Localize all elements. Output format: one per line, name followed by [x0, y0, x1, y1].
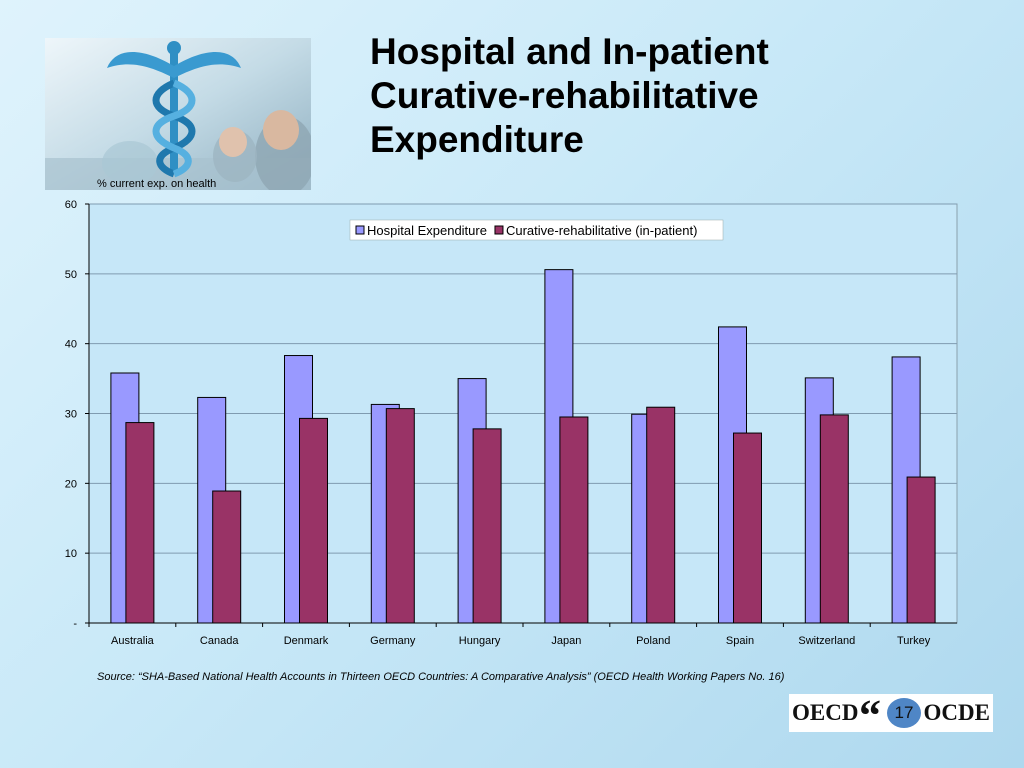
legend-box — [349, 219, 724, 241]
x-tick-label: Denmark — [284, 635, 329, 647]
bar-curative-hungary — [472, 428, 502, 624]
y-tick-label: 30 — [65, 409, 77, 421]
x-tick-label: Germany — [370, 635, 416, 647]
bar-curative-australia — [125, 422, 155, 624]
x-tick-label: Poland — [636, 635, 670, 647]
x-tick-label: Switzerland — [798, 635, 855, 647]
y-tick-label: - — [73, 618, 77, 630]
title-line-2: Curative-rehabilitative — [370, 75, 759, 116]
bar-curative-denmark — [299, 417, 328, 624]
title-line-1: Hospital and In-patient — [370, 31, 769, 72]
legend-label-hospital: Hospital Expenditure — [367, 223, 487, 238]
bar-curative-turkey — [906, 476, 936, 624]
x-tick-label: Canada — [200, 635, 239, 647]
x-tick-label: Australia — [111, 635, 155, 647]
bar-curative-canada — [212, 490, 242, 624]
slide-title: Hospital and In-patient Curative-rehabil… — [370, 30, 1010, 162]
logo-text-oecd: OECD — [792, 700, 859, 725]
logo-text-ocde: OCDE — [923, 700, 990, 725]
legend-swatch-hospital — [355, 225, 365, 235]
legend-swatch-curative — [494, 225, 504, 235]
x-tick-label: Turkey — [897, 635, 931, 647]
logo-quote-mark-icon: “ — [859, 691, 881, 740]
y-tick-label: 40 — [65, 339, 77, 351]
y-tick-label: 50 — [65, 269, 77, 281]
bar-curative-germany — [385, 408, 415, 624]
medical-caduceus-photo — [45, 38, 311, 190]
x-tick-label: Japan — [551, 635, 581, 647]
x-tick-label: Spain — [726, 635, 754, 647]
title-line-3: Expenditure — [370, 119, 584, 160]
source-note: Source: “SHA-Based National Health Accou… — [97, 671, 785, 683]
page-number: 17 — [887, 698, 921, 728]
legend-label-curative: Curative-rehabilitative (in-patient) — [506, 223, 697, 238]
y-tick-label: 60 — [65, 199, 77, 211]
bar-curative-switzerland — [819, 414, 849, 624]
y-tick-label: 10 — [65, 548, 77, 560]
bar-curative-poland — [646, 406, 676, 624]
bar-curative-spain — [733, 432, 762, 624]
bar-curative-japan — [559, 416, 589, 624]
y-tick-label: 20 — [65, 478, 77, 490]
y-axis-unit-label: % current exp. on health — [97, 178, 217, 190]
x-tick-label: Hungary — [459, 635, 501, 647]
